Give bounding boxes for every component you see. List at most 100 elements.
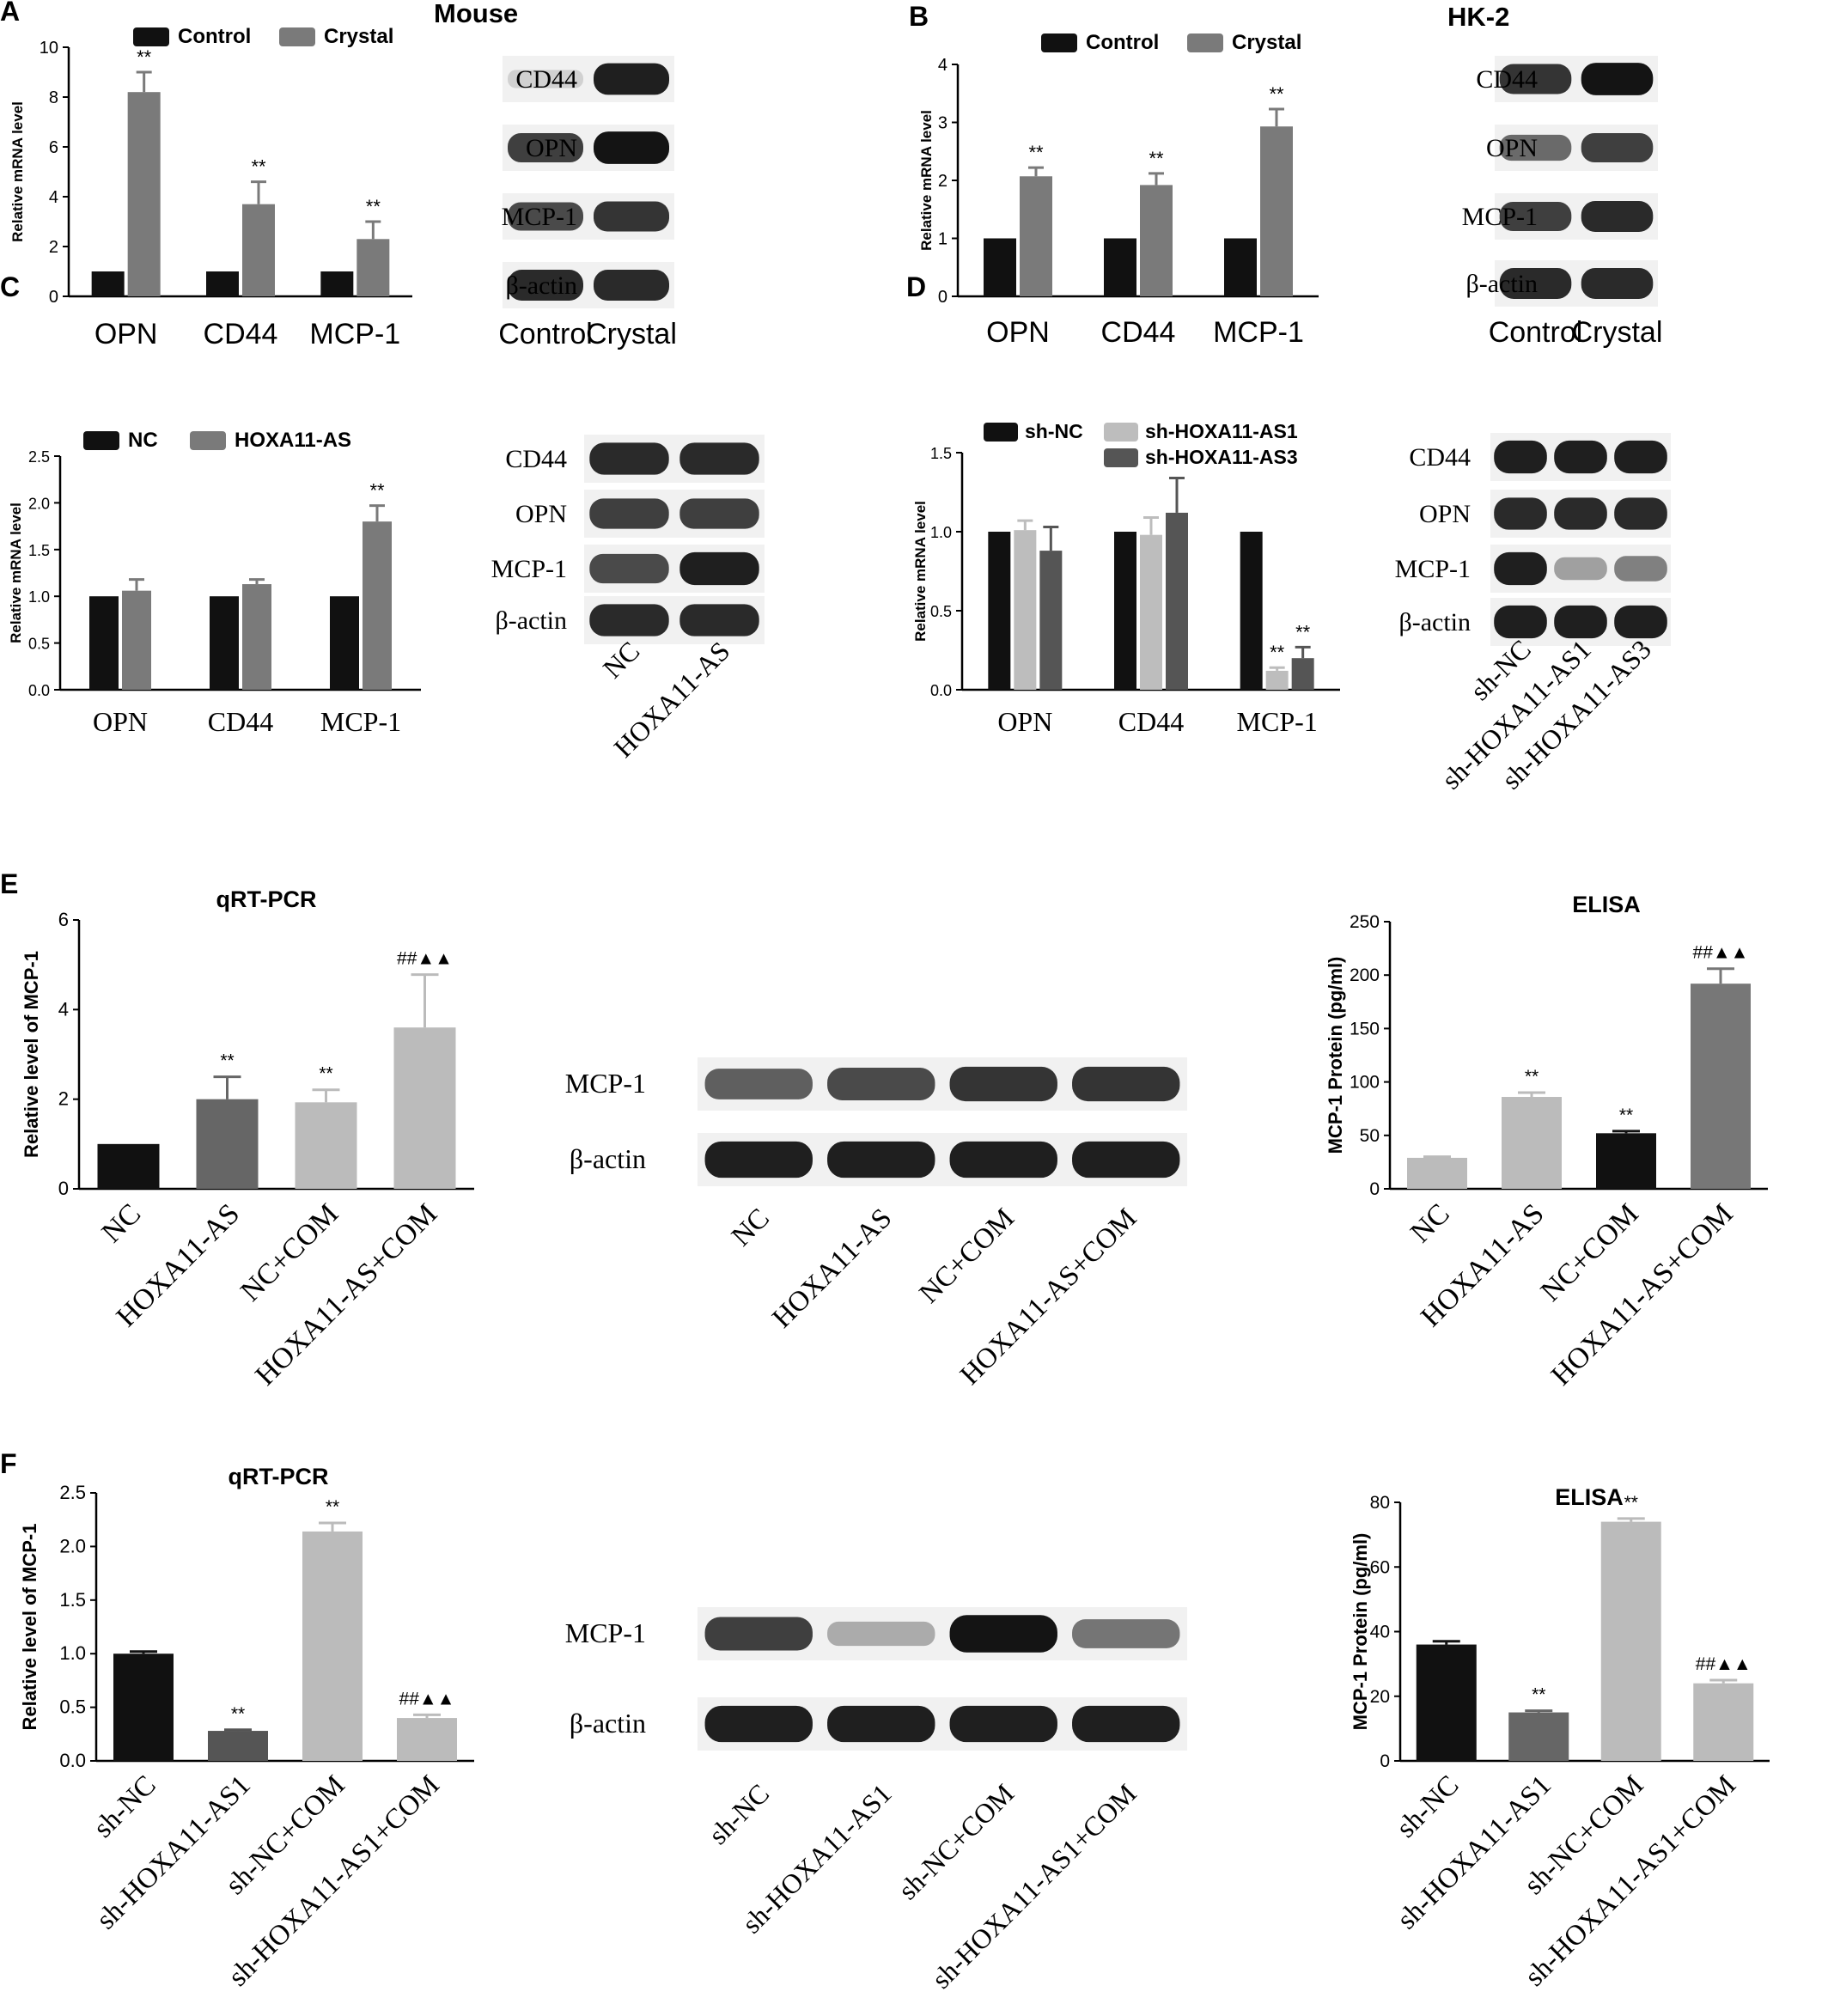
blot-lane-label: Control — [498, 318, 593, 350]
chart-b: 0 1 2 3 4 Relative mRNA level OPN CD44 MCP-1 ** **… — [918, 31, 1319, 349]
y-tick-label: 3 — [938, 114, 948, 133]
blot-band — [1581, 132, 1654, 163]
blot-band — [949, 1066, 1057, 1102]
y-tick-label: 0 — [58, 1178, 69, 1199]
blot-band — [1494, 551, 1547, 586]
bar-d — [1014, 530, 1037, 690]
blot-band — [589, 498, 669, 529]
legend-label: Control — [178, 25, 251, 48]
bar-a — [242, 204, 275, 296]
category-label: sh-HOXA11-AS1 — [1392, 1769, 1557, 1935]
bar-f1 — [113, 1654, 174, 1761]
legend-swatch — [1104, 423, 1138, 442]
y-tick-label: 50 — [1360, 1126, 1380, 1146]
bar-d — [1039, 551, 1063, 690]
blot-band — [827, 1068, 935, 1100]
blot-lane-label: NC — [726, 1203, 776, 1252]
legend-swatch — [984, 423, 1018, 442]
y-tick-label: 80 — [1370, 1493, 1390, 1513]
chart-f2: 0 20 40 60 80 MCP-1 Protein (pg/ml) ELISA sh-NC… — [1350, 1484, 1770, 1993]
blot-band — [949, 1705, 1057, 1743]
y-tick-label: 1.0 — [28, 588, 50, 606]
blot-band — [704, 1705, 813, 1743]
legend-label: sh-HOXA11-AS3 — [1145, 446, 1298, 468]
category-label: HOXA11-AS+COM — [249, 1197, 443, 1392]
bar-a — [91, 271, 125, 296]
blot-band — [704, 1617, 813, 1651]
y-tick-label: 2 — [49, 238, 58, 257]
panel-letter-e: E — [0, 868, 18, 899]
blot-lane-label: sh-NC — [703, 1777, 776, 1850]
bar-a — [206, 271, 239, 296]
bar-b — [984, 238, 1016, 296]
blot-band — [1581, 268, 1654, 299]
y-tick-label: 0.0 — [930, 682, 952, 699]
bar-c — [330, 596, 359, 690]
blot-row-label: β-actin — [505, 271, 577, 300]
blot-band — [1614, 556, 1667, 582]
blot-row-label: MCP-1 — [502, 203, 577, 231]
chart-title: qRT-PCR — [228, 1464, 329, 1489]
blot-band — [949, 1141, 1057, 1179]
blot-band — [827, 1705, 935, 1743]
significance-mark: ** — [1149, 148, 1164, 169]
blot-row-label: OPN — [1486, 134, 1538, 162]
blot-band — [508, 70, 583, 88]
significance-mark: ** — [366, 196, 381, 217]
category-label: OPN — [997, 706, 1052, 737]
bar-f1 — [302, 1531, 363, 1761]
significance-mark: ** — [137, 46, 152, 68]
y-axis-label: Relative level of MCP-1 — [19, 1524, 40, 1731]
blot-band — [1614, 440, 1667, 474]
chart-a: 0 2 4 6 8 10 Relative mRNA level OPN CD44 MCP-1 **… — [9, 25, 412, 350]
bar-e2 — [1596, 1133, 1656, 1189]
y-tick-label: 60 — [1370, 1557, 1390, 1577]
legend-swatch — [190, 431, 226, 450]
category-label: sh-NC — [1391, 1769, 1465, 1843]
significance-mark: ** — [326, 1497, 339, 1517]
panel-letter-a: A — [0, 0, 20, 27]
y-axis-label: Relative level of MCP-1 — [21, 951, 42, 1158]
chart-title: qRT-PCR — [216, 886, 317, 912]
blot-band — [589, 604, 669, 636]
blot-lane-label: Crystal — [1572, 316, 1663, 349]
blot-lane-label: HOXA11-AS — [766, 1203, 898, 1334]
y-tick-label: 2 — [938, 172, 948, 191]
blot-band — [679, 498, 759, 529]
blot-band — [1554, 440, 1607, 474]
header-mouse: Mouse — [434, 0, 518, 28]
y-tick-label: 8 — [49, 88, 58, 107]
blot-band — [827, 1141, 935, 1179]
bar-d — [1265, 670, 1289, 690]
blot-band — [594, 270, 669, 301]
category-label: OPN — [94, 318, 158, 350]
bar-e2 — [1407, 1157, 1467, 1189]
blot-row-label: OPN — [515, 500, 567, 528]
significance-mark: ** — [231, 1704, 245, 1724]
chart-e1: 0 2 4 6 Relative level of MCP-1 qRT-PCR NC ** HO… — [21, 886, 474, 1392]
bar-d — [1240, 532, 1263, 690]
bar-a — [356, 239, 390, 296]
legend-swatch — [279, 27, 315, 46]
legend-swatch — [133, 27, 169, 46]
y-tick-label: 0 — [1369, 1179, 1380, 1199]
bar-a — [320, 271, 354, 296]
blot-band — [949, 1615, 1057, 1653]
category-label: OPN — [93, 706, 148, 737]
blot-row-label: β-actin — [1465, 270, 1538, 298]
y-axis-label: MCP-1 Protein (pg/ml) — [1350, 1533, 1371, 1731]
significance-mark: ** — [1295, 621, 1311, 643]
bar-f2 — [1416, 1644, 1477, 1761]
blot-row-label: β-actin — [1398, 608, 1471, 636]
y-tick-label: 0 — [1380, 1751, 1390, 1771]
category-label: sh-NC — [88, 1769, 161, 1843]
western-blot-d: CD44OPNMCP-1β-actinsh-NCsh-HOXA11-AS1sh-… — [1395, 433, 1671, 795]
blot-band — [594, 131, 669, 164]
blot-band — [508, 202, 583, 231]
y-axis-label: Relative mRNA level — [912, 501, 929, 642]
blot-band — [679, 604, 759, 636]
y-tick-label: 0 — [938, 288, 948, 307]
blot-row-label: MCP-1 — [1462, 203, 1538, 231]
blot-band — [1581, 201, 1654, 232]
